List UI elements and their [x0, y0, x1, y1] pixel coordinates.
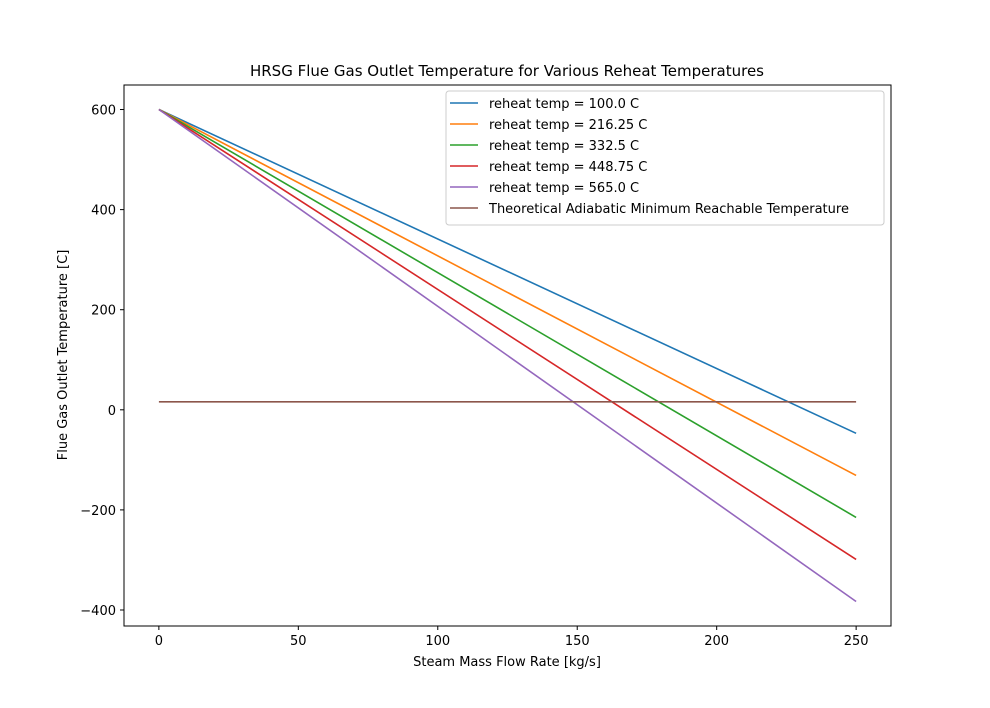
legend-label: reheat temp = 565.0 C [489, 181, 639, 196]
series-layer [158, 108, 857, 603]
series-line-5 [158, 108, 857, 603]
x-tick-label: 150 [565, 634, 590, 649]
y-tick-label: 200 [91, 304, 116, 319]
y-tick-label: 400 [91, 204, 116, 219]
y-tick-label: 0 [108, 404, 116, 419]
legend-label: reheat temp = 100.0 C [489, 97, 639, 112]
legend-label: reheat temp = 448.75 C [489, 160, 647, 175]
y-tick-label: −200 [80, 504, 116, 519]
y-axis-label: Flue Gas Outlet Temperature [C] [56, 250, 71, 461]
series-line-1 [158, 108, 857, 435]
x-tick-label: 250 [844, 634, 869, 649]
y-axis: −400 −200 0 200 400 600 [80, 104, 124, 619]
legend-label: reheat temp = 216.25 C [489, 118, 647, 133]
chart-title: HRSG Flue Gas Outlet Temperature for Var… [250, 62, 764, 80]
legend-label: reheat temp = 332.5 C [489, 139, 639, 154]
x-axis: 0 50 100 150 200 250 [155, 626, 869, 649]
y-tick-label: −400 [80, 604, 116, 619]
y-tick-label: 600 [91, 104, 116, 119]
series-line-3 [158, 108, 857, 519]
x-tick-label: 0 [155, 634, 163, 649]
legend: reheat temp = 100.0 C reheat temp = 216.2… [445, 90, 885, 226]
x-tick-label: 200 [704, 634, 729, 649]
x-tick-label: 100 [425, 634, 450, 649]
x-tick-label: 50 [290, 634, 307, 649]
legend-box [445, 90, 885, 226]
x-axis-label: Steam Mass Flow Rate [kg/s] [413, 655, 601, 670]
legend-label: Theoretical Adiabatic Minimum Reachable … [488, 202, 849, 217]
series-line-2 [158, 108, 857, 477]
series-line-4 [158, 108, 857, 561]
plot-frame [123, 84, 892, 627]
